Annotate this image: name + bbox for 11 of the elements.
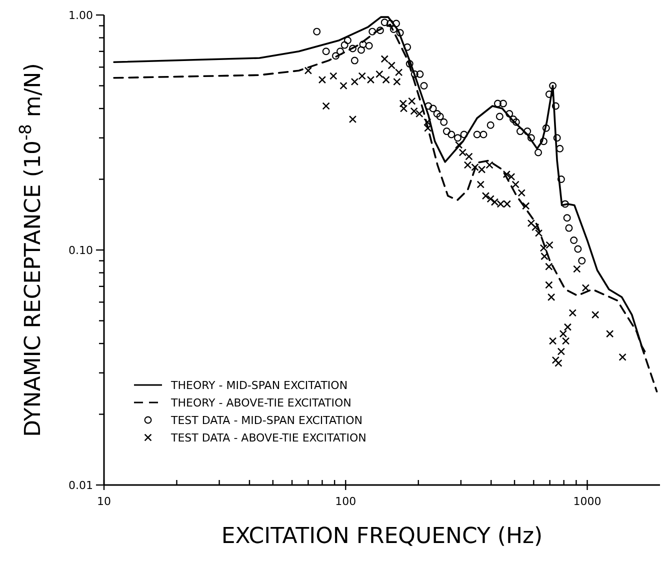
y-tick-label: 0.01 (68, 479, 93, 492)
x-tick-label: 10 (97, 495, 111, 508)
legend-label: THEORY - MID-SPAN EXCITATION (170, 379, 348, 392)
y-tick-label: 0.10 (68, 244, 93, 257)
x-tick-label: 1000 (573, 495, 602, 508)
y-tick-label: 1.00 (68, 9, 93, 22)
x-tick-label: 100 (335, 495, 356, 508)
legend-label: THEORY - ABOVE-TIE EXCITATION (170, 396, 352, 410)
x-axis-title: EXCITATION FREQUENCY (Hz) (221, 524, 543, 549)
legend-label: TEST DATA - MID-SPAN EXCITATION (170, 414, 363, 427)
legend-label: TEST DATA - ABOVE-TIE EXCITATION (170, 432, 366, 444)
